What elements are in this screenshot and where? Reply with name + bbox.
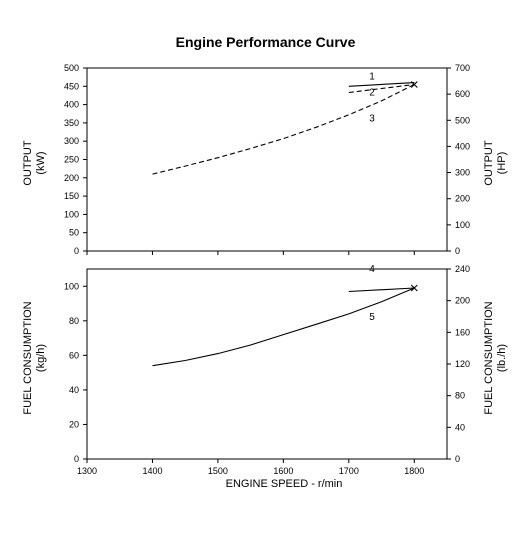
y-tick-label-right: 80 [455,391,465,401]
y-tick-label-left: 400 [64,100,79,110]
y-tick-label-right: 0 [455,454,460,464]
x-tick-label: 1300 [77,466,97,476]
x-axis-label: ENGINE SPEED - r/min [225,478,343,490]
y-tick-label-left: 300 [64,136,79,146]
y-tick-label-right: 100 [455,220,470,230]
y-tick-label-left: 40 [69,385,79,395]
series-line-3 [152,84,415,175]
rated-point-marker [410,81,418,88]
series-line-4 [348,287,415,293]
y-tick-label-right: 600 [455,89,470,99]
y-tick-label-left: 100 [64,209,79,219]
y-tick-label-left: 350 [64,118,79,128]
y-tick-label-right: 40 [455,422,465,432]
series-line-2 [348,83,415,94]
y-tick-label-right: 240 [455,264,470,274]
panel-frame-0 [86,67,448,252]
y-tick-label-left: 450 [64,81,79,91]
y-tick-label-left: 0 [74,246,79,256]
y-tick-label-right: 120 [455,359,470,369]
y-tick-label-right: 400 [455,141,470,151]
y-tick-label-left: 100 [64,281,79,291]
y-tick-label-right: 500 [455,115,470,125]
curve-label-2: 2 [369,87,375,98]
y-tick-label-right: 200 [455,296,470,306]
x-tick-label: 1700 [339,466,359,476]
y-tick-label-right: 700 [455,63,470,73]
y-tick-label-left: 60 [69,350,79,360]
y-tick-label-right: 300 [455,168,470,178]
x-tick-label: 1800 [404,466,424,476]
y-tick-label-left: 150 [64,191,79,201]
curve-label-5: 5 [369,312,375,323]
y-tick-label-right: 200 [455,194,470,204]
y-tick-label-left: 500 [64,63,79,73]
rated-point-marker [410,284,418,292]
y-tick-label-left: 250 [64,155,79,165]
curve-label-3: 3 [369,113,375,124]
x-tick-label: 1600 [273,466,293,476]
y-tick-label-right: 0 [455,246,460,256]
series-line-1 [348,82,415,87]
x-tick-label: 1500 [208,466,228,476]
y-tick-label-left: 80 [69,316,79,326]
y-tick-label-left: 200 [64,173,79,183]
curve-label-1: 1 [369,71,375,82]
y-tick-label-left: 50 [69,228,79,238]
y-tick-label-left: 0 [74,454,79,464]
chart-title: Engine Performance Curve [175,34,356,50]
curve-label-4: 4 [369,264,375,275]
series-line-5 [152,287,415,367]
x-tick-label: 1400 [142,466,162,476]
y-tick-label-right: 160 [455,327,470,337]
y-tick-label-left: 20 [69,419,79,429]
